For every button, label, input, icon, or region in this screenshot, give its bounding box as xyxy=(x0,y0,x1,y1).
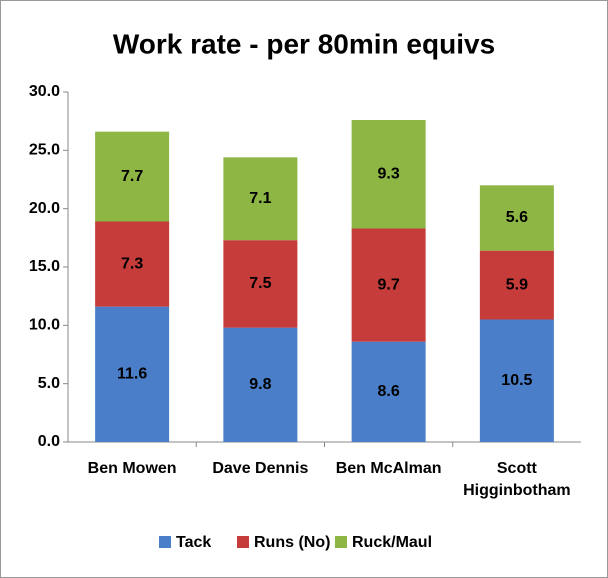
bar-segment xyxy=(223,240,298,328)
y-tick-label: 25.0 xyxy=(29,142,60,159)
chart-title: Work rate - per 80min equivs xyxy=(113,28,495,59)
value-label: 11.6 xyxy=(117,366,147,383)
value-label: 9.7 xyxy=(378,276,400,293)
bar-segment xyxy=(351,228,426,342)
value-label: 8.6 xyxy=(378,383,400,400)
value-label: 7.1 xyxy=(249,190,271,207)
legend-label: Ruck/Maul xyxy=(352,534,432,551)
value-label: 7.7 xyxy=(121,168,143,185)
legend-swatch xyxy=(159,536,171,548)
x-tick-label: Ben Mowen xyxy=(87,460,177,477)
x-tick-label: Scott Higginbotham xyxy=(463,460,571,499)
bar-segment xyxy=(95,221,170,307)
legend-swatch xyxy=(335,536,347,548)
bar-segment xyxy=(95,131,170,222)
legend-label: Tack xyxy=(176,534,211,551)
y-tick-label: 10.0 xyxy=(29,317,60,334)
legend-swatch xyxy=(237,536,249,548)
bar-segment xyxy=(479,250,554,320)
y-tick-label: 20.0 xyxy=(29,200,60,217)
bar-segment xyxy=(479,319,554,442)
value-label: 9.8 xyxy=(249,376,271,393)
value-label: 7.5 xyxy=(249,275,271,292)
y-tick-label: 15.0 xyxy=(29,258,60,275)
value-label: 5.9 xyxy=(506,276,528,293)
value-label: 5.6 xyxy=(506,209,528,226)
bar-segment xyxy=(351,120,426,229)
bar-segment xyxy=(223,157,298,241)
legend-label: Runs (No) xyxy=(254,534,330,551)
x-tick-label: Ben McAlman xyxy=(335,460,442,477)
bar-segment xyxy=(351,341,426,442)
y-tick-label: 0.0 xyxy=(38,433,60,450)
x-tick-label: Dave Dennis xyxy=(212,460,309,477)
y-tick-label: 5.0 xyxy=(38,375,60,392)
value-label: 7.3 xyxy=(121,255,143,272)
y-tick-label: 30.0 xyxy=(29,83,60,100)
bar-segment xyxy=(95,306,170,442)
value-label: 9.3 xyxy=(378,165,400,182)
value-label: 10.5 xyxy=(501,372,532,389)
bar-segment xyxy=(479,185,554,251)
bar-segment xyxy=(223,327,298,442)
